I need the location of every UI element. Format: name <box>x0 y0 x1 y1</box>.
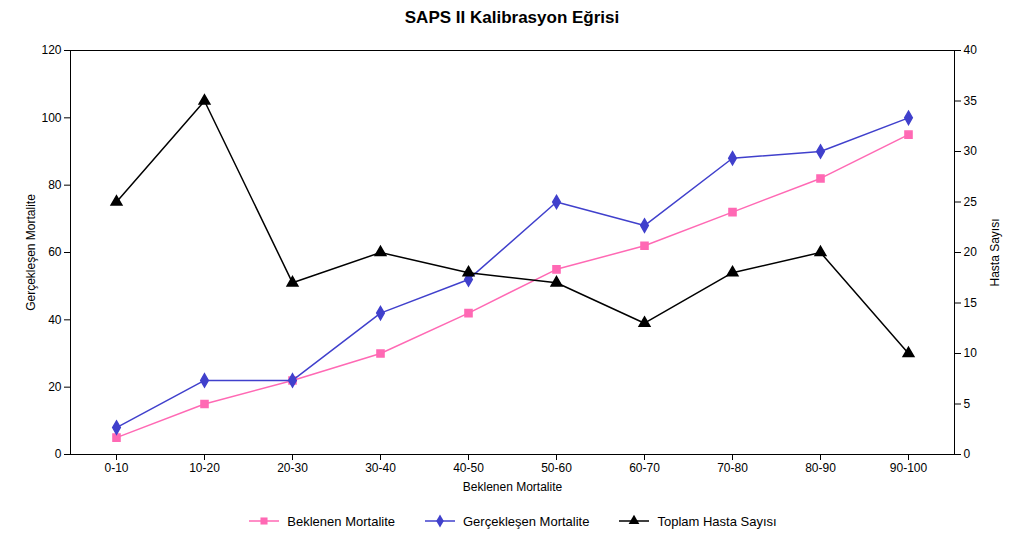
svg-text:70-80: 70-80 <box>717 461 748 475</box>
svg-text:50-60: 50-60 <box>541 461 572 475</box>
svg-text:120: 120 <box>41 43 61 57</box>
svg-text:35: 35 <box>964 94 978 108</box>
svg-text:Beklenen Mortalite: Beklenen Mortalite <box>463 480 563 494</box>
svg-text:80: 80 <box>48 178 62 192</box>
svg-text:0: 0 <box>964 447 971 461</box>
svg-text:10-20: 10-20 <box>189 461 220 475</box>
svg-text:5: 5 <box>964 397 971 411</box>
html-text:SAPS II Kalibrasyon Eğrisi: SAPS II Kalibrasyon Eğrisi <box>404 8 620 27</box>
svg-text:20: 20 <box>964 245 978 259</box>
svg-text:40: 40 <box>964 43 978 57</box>
svg-text:40: 40 <box>48 313 62 327</box>
svg-text:Hasta Sayısı: Hasta Sayısı <box>988 218 1002 286</box>
svg-text:80-90: 80-90 <box>805 461 836 475</box>
svg-text:40-50: 40-50 <box>453 461 484 475</box>
svg-text:60-70: 60-70 <box>629 461 660 475</box>
svg-text:0: 0 <box>55 447 62 461</box>
svg-text:30: 30 <box>964 144 978 158</box>
svg-text:25: 25 <box>964 195 978 209</box>
svg-text:10: 10 <box>964 346 978 360</box>
svg-text:60: 60 <box>48 245 62 259</box>
svg-text:20-30: 20-30 <box>277 461 308 475</box>
svg-text:0-10: 0-10 <box>104 461 128 475</box>
svg-text:30-40: 30-40 <box>365 461 396 475</box>
html-text:Toplam Hasta Sayısı: Toplam Hasta Sayısı <box>657 513 777 529</box>
html-text:Gerçekleşen Mortalite: Gerçekleşen Mortalite <box>463 513 590 529</box>
html-text:Beklenen Mortalite: Beklenen Mortalite <box>287 513 395 529</box>
svg-text:Gerçekleşen Mortalite: Gerçekleşen Mortalite <box>24 194 38 311</box>
svg-text:90-100: 90-100 <box>890 461 928 475</box>
svg-text:20: 20 <box>48 380 62 394</box>
svg-text:15: 15 <box>964 296 978 310</box>
svg-text:100: 100 <box>41 111 61 125</box>
